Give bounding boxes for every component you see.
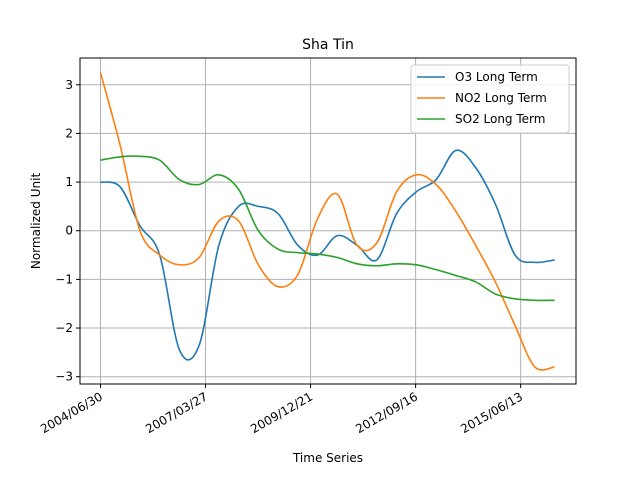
x-axis-label: Time Series [292, 451, 363, 465]
plot-frame [79, 57, 577, 385]
y-tick-label: 0 [65, 224, 73, 238]
series-line-0 [100, 149, 555, 361]
legend-box [410, 64, 570, 134]
y-tick-label: −1 [55, 272, 73, 286]
series-line-1 [99, 72, 555, 371]
legend-entry: SO2 Long Term [455, 112, 545, 126]
series-layer [99, 72, 555, 371]
y-axis-label: Normalized Unit [29, 173, 43, 270]
legend-entry: NO2 Long Term [455, 91, 547, 105]
legend: O3 Long Term NO2 Long Term SO2 Long Term [410, 64, 570, 134]
y-axis: −3 −2 −1 0 1 2 3 [55, 78, 80, 384]
y-tick-label: 3 [65, 78, 73, 92]
y-tick-label: 2 [65, 126, 73, 140]
y-tick-label: −3 [55, 370, 73, 384]
legend-entry: O3 Long Term [455, 70, 538, 84]
series-line-2 [100, 155, 555, 302]
y-tick-label: 1 [65, 175, 73, 189]
y-tick-label: −2 [55, 321, 73, 335]
chart-title: Sha Tin [302, 37, 354, 53]
